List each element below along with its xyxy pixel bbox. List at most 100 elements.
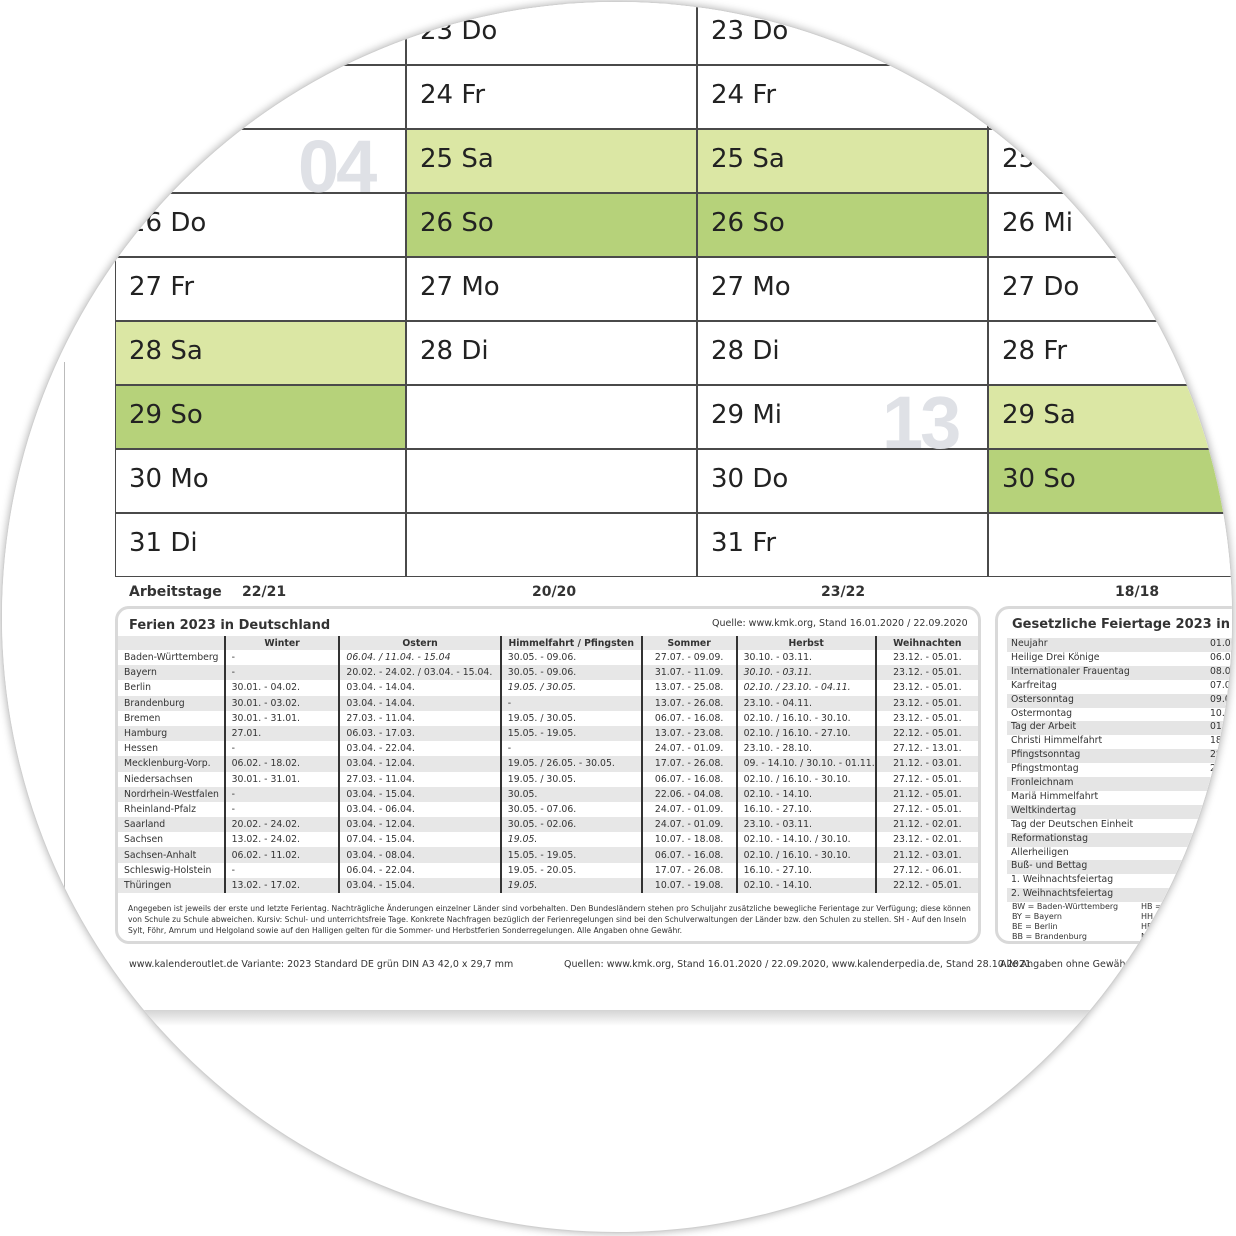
state-name: Berlin — [124, 682, 151, 694]
feiertag-row: Fronleichnam 08.06. — [1007, 777, 1232, 791]
sheet-frame-line — [64, 362, 65, 902]
holiday-range: 13.02. - 17.02. — [223, 877, 340, 893]
feiertag-date: 08.03. — [1210, 665, 1232, 677]
feiertag-row: Christi Himmelfahrt 18.05. — [1007, 735, 1232, 749]
day-cell: 23 Do — [697, 2, 988, 65]
table-row: Bayern -20.02. - 24.02. / 03.04. - 15.04.… — [118, 665, 978, 681]
feiertag-row: Weltkindertag — [1007, 804, 1232, 819]
table-row: Berlin 30.01. - 04.02. 03.04. - 14.04. 19.0… — [118, 680, 978, 696]
ferien-table: Winter Ostern Himmelfahrt / Pfingsten Somme… — [118, 636, 978, 893]
state-name: Bayern — [118, 665, 225, 681]
table-row: Baden-Württemberg -06.04. / 11.04. - 15.0… — [118, 650, 978, 666]
day-cell: 28 Di — [697, 321, 988, 385]
feiertag-row: Mariä Himmelfahrt — [1007, 791, 1232, 805]
day-cell: 25 Sa — [697, 129, 988, 193]
holiday-range: 16.10. - 27.10. — [735, 801, 876, 818]
feiertag-name: Fronleichnam — [1011, 777, 1074, 788]
day-cell: 25 Di — [988, 129, 1232, 193]
day-cell: 29 Sa — [988, 385, 1232, 449]
holiday-range: 06.07. - 16.08. — [640, 847, 737, 863]
holiday-range: 27.03. - 11.04. — [338, 710, 501, 726]
state-name: Mecklenburg-Vorp. — [118, 756, 225, 772]
feiertag-date: 01.05. — [1210, 721, 1232, 733]
ferien-box: Ferien 2023 in Deutschland Quelle: www.k… — [115, 606, 981, 944]
day-cell — [988, 65, 1232, 129]
holiday-range: 19.05. — [499, 832, 642, 848]
holiday-range: 21.12. - 02.01. — [874, 817, 978, 833]
day-label: 29 So — [129, 400, 203, 430]
feiertag-row: Internationaler Frauentag 08.03. — [1007, 665, 1232, 680]
feiertag-row: Ostermontag 10.04. — [1007, 708, 1232, 722]
day-cell: 30 Mo — [115, 449, 406, 513]
holiday-range: 06.07. - 16.08. — [640, 710, 737, 726]
holiday-range: 30.05. - 09.06. — [499, 650, 642, 666]
feiertag-name: Karfreitag — [1011, 679, 1057, 691]
holiday-range: 27.07. - 09.09. — [640, 650, 737, 666]
holiday-range: 13.07. - 26.08. — [640, 695, 737, 711]
feiertag-date: 07.04. — [1210, 679, 1232, 691]
day-label: 28 Fr — [1002, 336, 1068, 366]
state-name: Nordrhein-Westfalen — [118, 786, 225, 802]
table-row: Sachsen-Anhalt 06.02. - 11.02. 03.04. - 08… — [118, 847, 978, 863]
day-cell: 26 So — [406, 193, 697, 257]
holiday-range: 15.05. - 19.05. — [499, 847, 642, 863]
holiday-range: - — [223, 786, 340, 802]
holiday-range: 31.07. - 11.09. — [640, 665, 737, 681]
day-cell: 31 Fr — [697, 513, 988, 577]
day-label: 27 Do — [1002, 272, 1080, 302]
holiday-range: 02.10. - 14.10. / 30.10. — [735, 832, 876, 848]
day-cell: 24 Fr — [697, 65, 988, 129]
holiday-range: 03.04. - 15.04. — [338, 877, 501, 893]
holiday-range: 03.04. - 06.04. — [338, 801, 501, 818]
day-cell — [406, 385, 697, 449]
feiertag-row: Pfingstmontag 29.05. — [1007, 763, 1232, 777]
day-label: 31 Di — [129, 528, 198, 558]
day-label: 25 Sa — [711, 144, 785, 174]
footer-sources: Quellen: www.kmk.org, Stand 16.01.2020 /… — [564, 959, 1032, 970]
week-number: 13 — [882, 381, 961, 464]
day-label: 29 Mi — [711, 400, 783, 430]
day-label: 24 Fr — [420, 80, 486, 110]
holiday-range: 02.10. / 16.10. - 30.10. — [735, 847, 876, 863]
legend-entry: M — [1141, 932, 1148, 941]
table-row: Nordrhein-Westfalen -03.04. - 15.04. 30.05… — [118, 786, 978, 802]
day-cell — [988, 513, 1232, 577]
day-label: 25 Di — [1002, 144, 1071, 174]
state-name: Niedersachsen — [124, 773, 193, 785]
feiertag-name: Neujahr — [1011, 638, 1048, 649]
feiertag-row: Tag der Arbeit 01.05. — [1007, 721, 1232, 736]
holiday-range: - — [223, 862, 340, 878]
holiday-range: 23.12. - 05.01. — [874, 650, 978, 666]
day-cell: 30 Do — [697, 449, 988, 513]
holiday-range: 23.12. - 05.01. — [874, 680, 978, 696]
holiday-range: 30.01. - 03.02. — [223, 695, 340, 711]
day-cell — [988, 2, 1232, 65]
feiertag-row: Reformationstag — [1007, 832, 1232, 847]
holiday-range: 30.10. - 03.11. — [735, 665, 876, 681]
column-header: Herbst — [735, 636, 876, 650]
feiertag-row: Allerheiligen — [1007, 847, 1232, 861]
day-cell — [115, 65, 406, 129]
table-row: Thüringen 13.02. - 17.02. 03.04. - 15.04. 1… — [118, 877, 978, 893]
holiday-range: 30.05. - 09.06. — [499, 665, 642, 681]
holiday-range: 19.05. — [499, 877, 642, 893]
legend-entry: BW = Baden-Württemberg — [1012, 902, 1119, 911]
holiday-range: 30.05. - 02.06. — [499, 817, 642, 833]
table-row: Niedersachsen 30.01. - 31.01. 27.03. - 11.… — [118, 771, 978, 787]
feiertag-row: Neujahr 01.01. — [1007, 638, 1232, 652]
day-label: 27 Mo — [420, 272, 500, 302]
day-cell: 29 Mi — [697, 385, 988, 449]
feiertag-row: Pfingstsonntag 28.05. — [1007, 749, 1232, 764]
day-cell: 31 Di — [115, 513, 406, 577]
holiday-range: 27.12. - 05.01. — [874, 771, 978, 787]
feiertag-date: 10.04. — [1210, 707, 1232, 719]
day-label: 23 Do — [711, 16, 789, 46]
feiertag-date: 29.05. — [1210, 763, 1232, 775]
feiertag-row: 1. Weihnachtsfeiertag — [1007, 874, 1232, 888]
table-row: Hessen -03.04. - 22.04. -24.07. - 01.09. 23… — [118, 741, 978, 757]
holiday-range: 22.12. - 05.01. — [874, 725, 978, 742]
day-label: 26 Do — [129, 208, 207, 238]
feiertag-name: Tag der Arbeit — [1011, 721, 1077, 733]
day-label: 27 Fr — [129, 272, 195, 302]
holiday-range: - — [223, 741, 340, 757]
